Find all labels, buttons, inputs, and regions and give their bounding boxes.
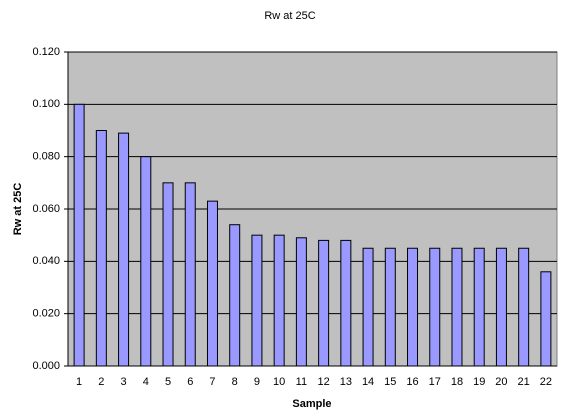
x-axis-label: Sample bbox=[292, 398, 331, 410]
bar bbox=[495, 247, 507, 367]
x-tick-label: 3 bbox=[121, 376, 127, 388]
x-tick-label: 22 bbox=[540, 376, 552, 388]
x-tick-label: 4 bbox=[143, 376, 149, 388]
bar bbox=[273, 234, 285, 367]
x-tick-label: 11 bbox=[296, 376, 307, 388]
x-tick-label: 1 bbox=[76, 376, 82, 388]
y-tick-label: 0.000 bbox=[32, 360, 60, 372]
y-tick-label: 0.100 bbox=[32, 98, 60, 110]
bar bbox=[140, 156, 152, 367]
bar bbox=[362, 247, 374, 367]
bar bbox=[162, 182, 174, 367]
x-tick-label: 9 bbox=[254, 376, 260, 388]
x-tick-label: 21 bbox=[518, 376, 530, 388]
bar bbox=[451, 247, 463, 367]
chart-title: Rw at 25C bbox=[264, 10, 315, 22]
bar bbox=[407, 247, 419, 367]
bar bbox=[251, 234, 263, 367]
x-tick-label: 2 bbox=[98, 376, 104, 388]
bar bbox=[540, 271, 552, 367]
x-tick-label: 17 bbox=[429, 376, 441, 388]
x-tick-label: 8 bbox=[232, 376, 238, 388]
x-tick-label: 5 bbox=[165, 376, 171, 388]
bar bbox=[206, 200, 218, 367]
bar bbox=[340, 239, 352, 367]
y-tick-label: 0.080 bbox=[32, 151, 60, 163]
y-tick-label: 0.040 bbox=[32, 255, 60, 267]
x-tick-label: 18 bbox=[451, 376, 463, 388]
x-tick-label: 16 bbox=[406, 376, 418, 388]
bar bbox=[184, 182, 196, 367]
bar bbox=[95, 130, 107, 367]
bar bbox=[295, 237, 307, 367]
x-tick-label: 19 bbox=[473, 376, 485, 388]
y-tick-label: 0.020 bbox=[32, 308, 60, 320]
x-tick-label: 14 bbox=[362, 376, 374, 388]
bar bbox=[229, 224, 241, 367]
x-tick-label: 10 bbox=[273, 376, 285, 388]
bar bbox=[118, 132, 130, 367]
bar bbox=[73, 103, 85, 367]
x-tick-label: 7 bbox=[209, 376, 215, 388]
bar bbox=[318, 239, 330, 367]
bar bbox=[473, 247, 485, 367]
bar bbox=[518, 247, 530, 367]
bar bbox=[384, 247, 396, 367]
x-tick-label: 13 bbox=[340, 376, 352, 388]
y-tick-label: 0.120 bbox=[32, 46, 60, 58]
y-axis-label: Rw at 25C bbox=[12, 183, 24, 236]
x-tick-label: 12 bbox=[317, 376, 329, 388]
x-tick-label: 15 bbox=[384, 376, 396, 388]
bar bbox=[429, 247, 441, 367]
x-tick-label: 20 bbox=[495, 376, 507, 388]
y-tick-label: 0.060 bbox=[32, 203, 60, 215]
x-tick-label: 6 bbox=[187, 376, 193, 388]
